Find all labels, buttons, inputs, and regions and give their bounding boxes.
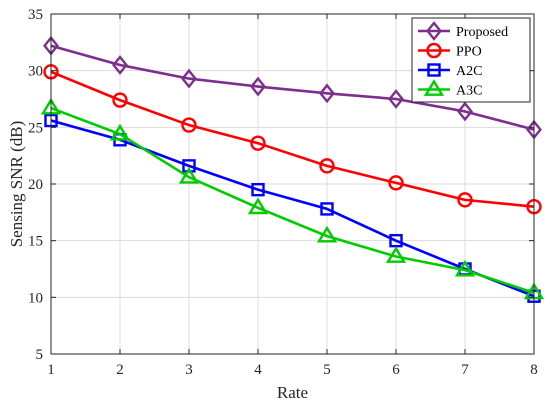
- legend-label: A3C: [456, 84, 482, 99]
- data-point: [319, 158, 335, 174]
- data-point: [388, 175, 404, 191]
- data-point: [250, 76, 266, 97]
- data-point: [320, 202, 334, 216]
- axis-ticks: 1 2 3 4 5 6 7 8 5 10 15 20 25 30 35: [28, 7, 538, 378]
- legend-item: A3C: [418, 79, 482, 99]
- y-tick-label: 35: [28, 7, 43, 23]
- legend-label: A2C: [456, 64, 482, 79]
- series-proposed: [43, 35, 542, 140]
- x-tick-label: 2: [116, 362, 124, 378]
- data-point: [112, 55, 128, 75]
- data-point: [112, 92, 128, 108]
- legend: Proposed PPO A2C A3C: [411, 17, 531, 103]
- series-line: [50, 70, 535, 208]
- legend-marker: [426, 42, 442, 59]
- y-tick-label: 20: [28, 177, 43, 193]
- legend-item: A2C: [418, 63, 482, 79]
- data-point: [247, 197, 269, 215]
- legend-marker: [427, 63, 441, 77]
- y-tick-label: 5: [36, 347, 44, 363]
- data-point: [319, 83, 335, 104]
- series-line: [50, 106, 535, 295]
- data-point: [389, 233, 403, 248]
- legend-item: PPO: [418, 42, 482, 60]
- x-tick-label: 5: [323, 362, 331, 378]
- data-point: [181, 68, 197, 89]
- x-axis-label: Rate: [277, 383, 308, 402]
- data-point: [250, 135, 266, 151]
- data-point: [454, 259, 476, 277]
- data-point: [457, 192, 473, 208]
- data-point: [251, 182, 265, 197]
- y-tick-label: 30: [28, 64, 43, 80]
- y-tick-label: 10: [28, 290, 43, 306]
- data-point: [181, 117, 197, 133]
- data-point: [385, 246, 407, 263]
- data-point: [109, 123, 131, 141]
- y-tick-label: 15: [28, 234, 43, 250]
- legend-label: PPO: [456, 45, 482, 60]
- x-tick-label: 7: [461, 362, 469, 378]
- series-line: [50, 119, 535, 298]
- data-point: [178, 166, 200, 184]
- data-point: [388, 89, 404, 109]
- x-tick-label: 3: [185, 362, 193, 378]
- data-point: [457, 101, 473, 122]
- series-a3c: [40, 97, 545, 300]
- data-point: [316, 225, 338, 243]
- series-line: [50, 44, 535, 131]
- x-tick-label: 6: [392, 362, 400, 378]
- x-tick-label: 1: [47, 362, 55, 378]
- legend-label: Proposed: [456, 25, 508, 40]
- y-axis-label: Sensing SNR (dB): [7, 121, 26, 248]
- legend-item: Proposed: [418, 21, 508, 41]
- x-tick-label: 4: [254, 362, 262, 378]
- y-tick-label: 25: [28, 120, 43, 136]
- x-tick-label: 8: [530, 362, 538, 378]
- legend-marker: [423, 79, 445, 96]
- series-layer: [40, 35, 545, 303]
- legend-marker: [426, 21, 442, 41]
